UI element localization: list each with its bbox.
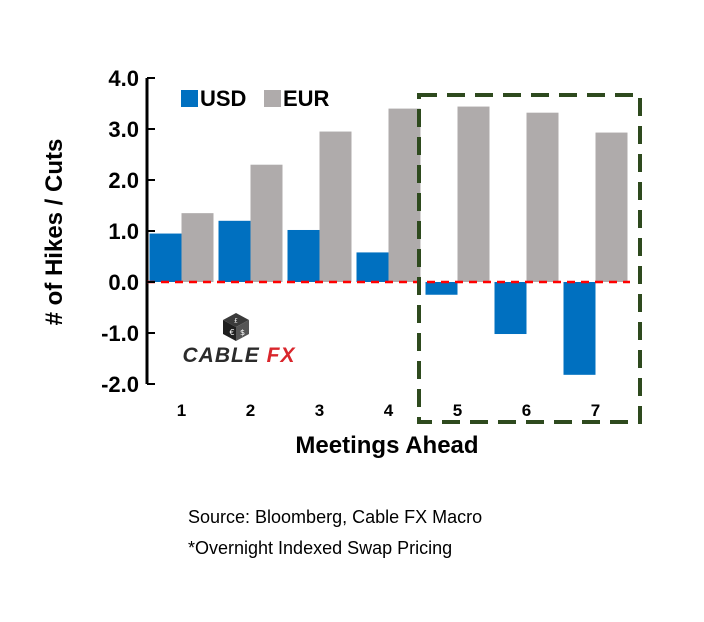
highlight-box: [417, 93, 642, 424]
y-tick-label: 2.0: [108, 168, 139, 193]
bar-usd-2: [218, 220, 251, 282]
logo-wordmark: CABLE FX: [181, 344, 297, 368]
y-tick-label: -1.0: [101, 321, 139, 346]
axes-layer: [145, 77, 630, 385]
bar-eur-2: [250, 164, 283, 282]
y-axis-title: # of Hikes / Cuts: [41, 139, 68, 326]
x-tick-label: 4: [384, 401, 394, 420]
source-note: Source: Bloomberg, Cable FX Macro: [188, 507, 483, 527]
y-tick-label: 0.0: [108, 270, 139, 295]
bar-eur-6: [526, 112, 559, 283]
logo-word-fx: FX: [266, 344, 296, 367]
bar-usd-5: [425, 282, 458, 295]
bar-usd-3: [287, 229, 320, 282]
x-tick-label: 1: [177, 401, 186, 420]
x-axis-title: Meetings Ahead: [295, 432, 478, 459]
bar-usd-7: [563, 282, 596, 375]
y-tick-label: 1.0: [108, 219, 139, 244]
bar-usd-6: [494, 282, 527, 335]
x-tick-label: 3: [315, 401, 324, 420]
logo-word-cable: CABLE: [182, 344, 260, 367]
pricing-footnote: *Overnight Indexed Swap Pricing: [188, 538, 453, 558]
bar-usd-1: [149, 233, 182, 282]
legend-label-eur: EUR: [283, 86, 330, 111]
legend-swatch-eur: [264, 90, 281, 107]
x-tick-label: 2: [246, 401, 255, 420]
bar-eur-1: [181, 213, 214, 282]
bar-eur-4: [388, 108, 421, 282]
bars-layer: [149, 106, 628, 375]
y-tick-labels: 4.0 3.0 2.0 1.0 0.0 -1.0 -2.0: [101, 66, 139, 397]
bar-eur-5: [457, 106, 490, 282]
y-tick-label: -2.0: [101, 372, 139, 397]
x-tick-label: 6: [522, 401, 531, 420]
cable-fx-logo: € $ £ CABLE FX: [181, 312, 297, 372]
dice-cube-icon: € $ £: [223, 313, 249, 341]
svg-text:$: $: [240, 328, 245, 337]
legend-label-usd: USD: [200, 86, 246, 111]
x-tick-label: 5: [453, 401, 462, 420]
bar-eur-7: [595, 132, 628, 282]
y-tick-label: 3.0: [108, 117, 139, 142]
y-tick-label: 4.0: [108, 66, 139, 91]
bar-usd-4: [356, 252, 389, 282]
legend: USD EUR: [181, 86, 330, 111]
svg-text:€: €: [230, 328, 235, 337]
svg-text:£: £: [234, 318, 238, 325]
legend-swatch-usd: [181, 90, 198, 107]
x-tick-label: 7: [591, 401, 600, 420]
x-tick-labels: 1 2 3 4 5 6 7: [177, 401, 600, 420]
bar-eur-3: [319, 131, 352, 282]
